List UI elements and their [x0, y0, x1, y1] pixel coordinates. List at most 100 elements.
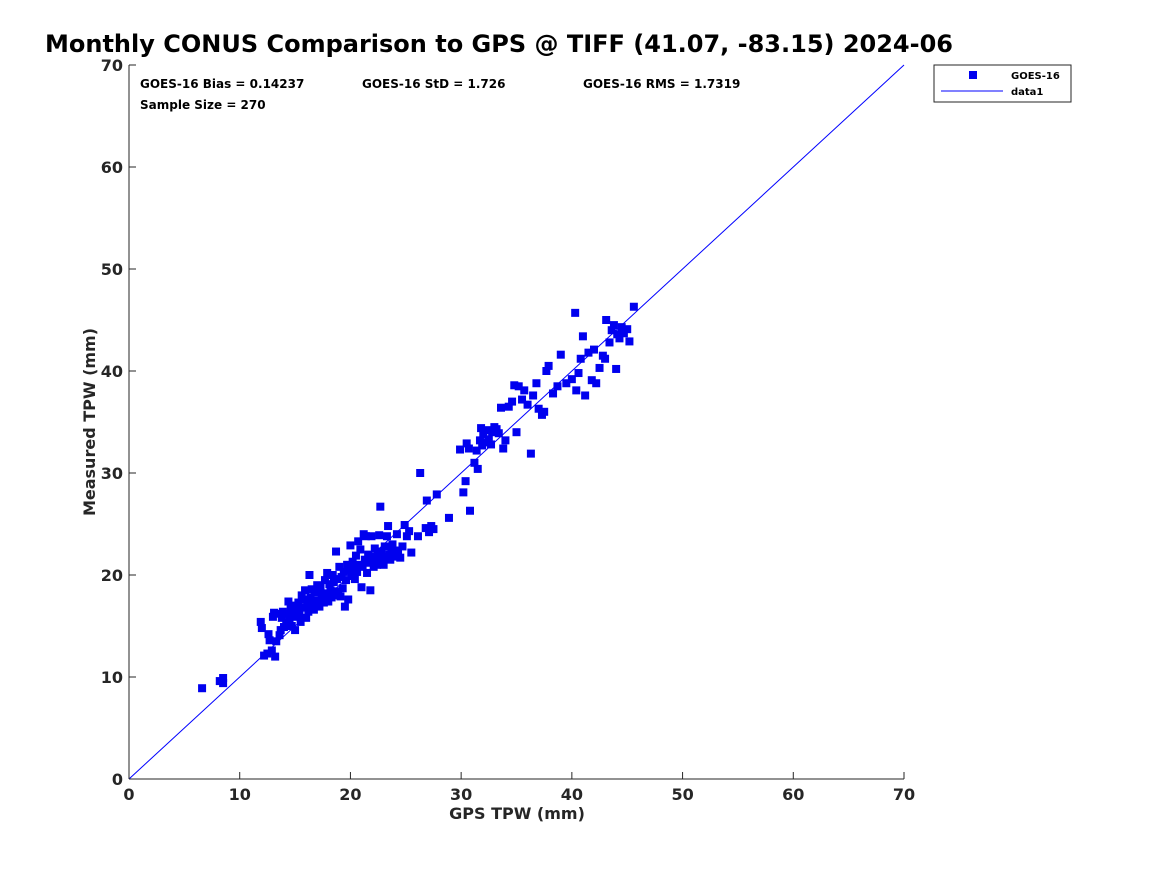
- scatter-point: [416, 469, 425, 477]
- scatter-point: [462, 439, 471, 448]
- scatter-point: [342, 576, 350, 585]
- x-ticks: 0 10 20 30 40 50 60 70: [123, 772, 915, 804]
- scatter-point: [298, 603, 307, 612]
- scatter-point: [556, 350, 565, 359]
- scatter-point: [601, 354, 610, 363]
- scatter-point: [272, 637, 281, 646]
- scatter-point: [363, 568, 372, 577]
- scatter-point: [375, 531, 384, 540]
- scatter-point: [459, 488, 468, 497]
- scatter-point: [302, 613, 311, 622]
- scatter-point: [345, 565, 354, 574]
- scatter-point: [358, 562, 367, 571]
- scatter-point: [584, 348, 593, 357]
- scatter-point: [379, 560, 388, 569]
- scatter-point: [605, 338, 614, 347]
- y-ticks: 0 10 20 30 40 50 60 70: [101, 56, 136, 789]
- scatter-point: [348, 557, 357, 566]
- x-tick-label: 10: [229, 785, 251, 804]
- scatter-point: [553, 382, 562, 391]
- scatter-point: [344, 595, 353, 604]
- y-tick-label: 20: [101, 566, 123, 585]
- scatter-point: [366, 586, 375, 595]
- scatter-point: [337, 573, 346, 582]
- scatter-point: [534, 404, 543, 413]
- scatter-point: [335, 562, 344, 571]
- scatter-point: [422, 496, 431, 505]
- scatter-point: [297, 591, 306, 600]
- scatter-point: [219, 674, 228, 683]
- x-tick-label: 40: [561, 785, 583, 804]
- scatter-point: [394, 546, 403, 555]
- scatter-point: [619, 329, 628, 338]
- scatter-point: [371, 555, 380, 564]
- scatter-point: [595, 363, 604, 372]
- legend-entry-data1: data1: [1011, 87, 1043, 98]
- scatter-point: [306, 593, 315, 602]
- scatter-point: [343, 560, 352, 569]
- x-tick-label: 70: [893, 785, 915, 804]
- scatter-point: [316, 582, 325, 591]
- x-tick-label: 30: [450, 785, 472, 804]
- y-tick-label: 60: [101, 158, 123, 177]
- scatter-point: [309, 605, 318, 614]
- scatter-point: [392, 530, 401, 539]
- scatter-point: [377, 547, 386, 556]
- scatter-point: [425, 528, 434, 537]
- scatter-point: [367, 532, 376, 541]
- scatter-point: [351, 551, 360, 560]
- scatter-point: [295, 610, 304, 619]
- scatter-point: [390, 552, 399, 561]
- scatter-point: [280, 623, 288, 632]
- scatter-point: [592, 379, 601, 388]
- scatter-point: [488, 428, 497, 437]
- scatter-point: [305, 571, 314, 579]
- scatter-point: [587, 376, 596, 385]
- scatter-point: [544, 361, 553, 370]
- scatter-point: [287, 622, 296, 630]
- scatter-point: [520, 386, 529, 395]
- scatter-point: [494, 429, 503, 438]
- scatter-point: [340, 602, 349, 611]
- scatter-point: [370, 544, 379, 553]
- y-tick-label: 10: [101, 668, 123, 687]
- scatter-point: [330, 591, 339, 600]
- scatter-point: [263, 649, 272, 658]
- scatter-point: [413, 532, 422, 541]
- scatter-point: [365, 558, 374, 567]
- scatter-point: [510, 381, 519, 390]
- scatter-point: [540, 407, 549, 416]
- scatter-point: [323, 568, 332, 577]
- scatter-point: [402, 532, 411, 541]
- scatter-point: [339, 567, 348, 576]
- std-stat: GOES-16 StD = 1.726: [362, 77, 505, 91]
- scatter-point: [299, 595, 308, 604]
- scatter-point: [333, 575, 342, 584]
- scatter-point: [278, 607, 287, 616]
- y-tick-label: 40: [101, 362, 123, 381]
- scatter-point: [264, 630, 273, 639]
- scatter-point: [466, 506, 474, 515]
- scatter-point: [617, 323, 626, 332]
- scatter-point: [623, 325, 632, 334]
- scatter-point: [526, 449, 535, 458]
- scatter-point: [532, 379, 541, 388]
- scatter-point: [472, 446, 481, 455]
- scatter-point: [615, 334, 624, 343]
- scatter-point: [304, 607, 313, 616]
- scatter-point: [581, 391, 590, 400]
- x-tick-label: 20: [339, 785, 361, 804]
- scatter-point: [400, 521, 409, 530]
- scatter-point: [572, 386, 581, 395]
- scatter-point: [407, 548, 416, 557]
- scatter-point: [361, 532, 370, 541]
- scatter-point: [504, 402, 513, 411]
- scatter-point: [257, 624, 266, 633]
- scatter-point: [274, 609, 283, 618]
- y-tick-label: 50: [101, 260, 123, 279]
- scatter-point: [275, 631, 284, 640]
- legend-marker-swatch: [969, 71, 977, 79]
- scatter-point: [444, 513, 453, 522]
- scatter-point: [270, 608, 279, 617]
- scatter-point: [364, 550, 373, 559]
